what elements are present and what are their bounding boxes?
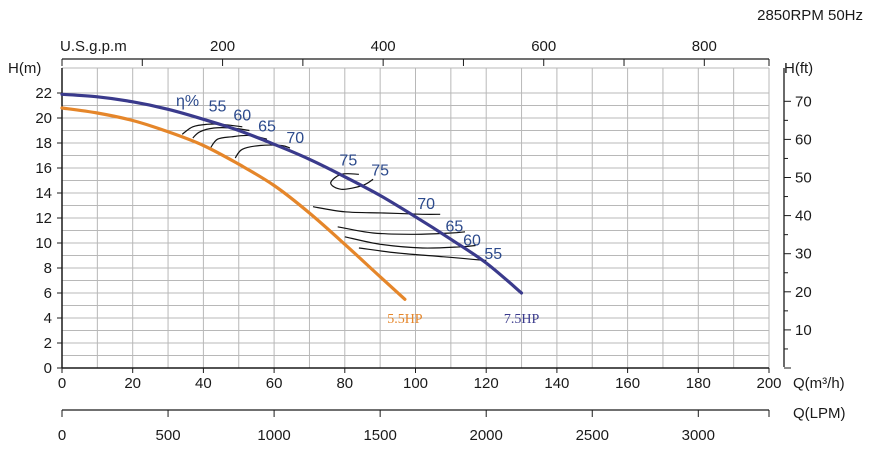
efficiency-value-label: 60: [463, 232, 481, 249]
x-top-axis-title: U.S.g.p.m: [60, 38, 127, 55]
efficiency-value-label: 65: [258, 119, 276, 136]
y-left-tick-label: 20: [35, 110, 52, 127]
x-top-tick-label: 400: [371, 38, 396, 55]
efficiency-value-label: 55: [484, 246, 502, 263]
efficiency-iso-line: [181, 123, 243, 135]
x-bottom-tick-label: 160: [615, 375, 640, 392]
efficiency-value-label: 60: [233, 107, 251, 124]
x-bottom-axis-title: Q(m³/h): [793, 375, 845, 392]
y-left-tick-label: 12: [35, 210, 52, 227]
x-top-tick-label: 600: [531, 38, 556, 55]
y-left-tick-label: 18: [35, 135, 52, 152]
x-lpm-tick-label: 0: [58, 427, 66, 444]
series-label: 7.5HP: [504, 312, 540, 327]
y-left-tick-label: 10: [35, 235, 52, 252]
x-bottom-tick-label: 200: [756, 375, 781, 392]
speed-frequency-header: 2850RPM 50Hz: [757, 7, 863, 24]
y-left-tick-label: 0: [44, 360, 52, 377]
x-bottom-tick-label: 40: [195, 375, 212, 392]
y-left-tick-label: 2: [44, 335, 52, 352]
series-curves: [60, 92, 524, 301]
efficiency-iso-line: [312, 206, 441, 215]
efficiency-value-label: 70: [417, 196, 435, 213]
y-right-tick-label: 60: [795, 131, 812, 148]
y-left-axis-title: H(m): [8, 60, 41, 77]
y-left-tick-label: 4: [44, 310, 52, 327]
x-lpm-tick-label: 2500: [576, 427, 609, 444]
efficiency-value-label: 65: [445, 219, 463, 236]
y-left-tick-label: 6: [44, 285, 52, 302]
y-right-tick-label: 40: [795, 208, 812, 225]
series-label: 5.5HP: [387, 312, 423, 327]
x-bottom-tick-label: 60: [266, 375, 283, 392]
x-bottom-tick-label: 100: [403, 375, 428, 392]
y-right-tick-label: 50: [795, 170, 812, 187]
x-top-tick-label: 200: [210, 38, 235, 55]
efficiency-value-label: 70: [286, 130, 304, 147]
efficiency-value-label: 55: [209, 99, 227, 116]
y-right-tick-label: 10: [795, 322, 812, 339]
x-lpm-tick-label: 2000: [470, 427, 503, 444]
x-lpm-tick-label: 3000: [682, 427, 715, 444]
x-bottom-tick-label: 140: [544, 375, 569, 392]
y-left-tick-label: 22: [35, 85, 52, 102]
x-bottom-tick-label: 180: [686, 375, 711, 392]
x-bottom-tick-label: 0: [58, 375, 66, 392]
y-right-tick-label: 20: [795, 284, 812, 301]
series-curve-5-5hp: [60, 106, 407, 301]
y-left-tick-label: 16: [35, 160, 52, 177]
efficiency-value-label: 75: [371, 162, 389, 179]
x-bottom-tick-label: 120: [474, 375, 499, 392]
y-right-tick-label: 70: [795, 93, 812, 110]
x-top-tick-label: 800: [692, 38, 717, 55]
efficiency-value-label: 75: [339, 152, 357, 169]
x-lpm-tick-label: 1000: [257, 427, 290, 444]
y-right-tick-label: 30: [795, 246, 812, 263]
efficiency-iso-line: [344, 236, 476, 249]
y-right-axis-title: H(ft): [784, 60, 813, 77]
y-left-tick-label: 8: [44, 260, 52, 277]
efficiency-iso-line: [234, 144, 291, 159]
x-bottom-tick-label: 80: [336, 375, 353, 392]
series-curve-7-5hp: [60, 92, 524, 295]
x-lpm-axis-title: Q(LPM): [793, 405, 846, 422]
efficiency-iso-line: [358, 247, 487, 262]
efficiency-symbol: η%: [176, 93, 199, 110]
x-lpm-tick-label: 500: [156, 427, 181, 444]
y-left-tick-label: 14: [35, 185, 52, 202]
x-lpm-tick-label: 1500: [363, 427, 396, 444]
x-bottom-tick-label: 20: [124, 375, 141, 392]
efficiency-iso-line: [337, 226, 466, 235]
